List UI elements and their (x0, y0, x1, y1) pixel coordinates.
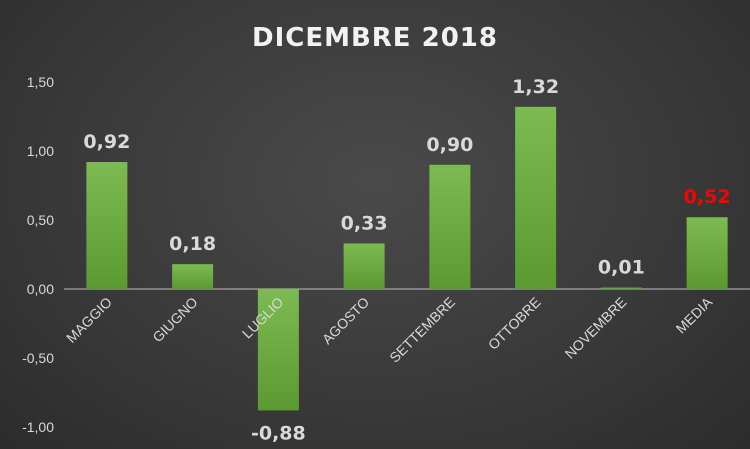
y-axis: 1,50 1,00 0,50 0,00 -0,50 -1,00 (22, 74, 54, 435)
data-labels-group: 0,92 0,18 -0,88 0,33 0,90 1,32 0,01 0,52 (83, 76, 730, 445)
y-tick-label: -1,00 (22, 419, 54, 435)
x-tick-label: OTTOBRE (485, 294, 544, 353)
data-label: 1,32 (512, 76, 559, 98)
bar (343, 243, 385, 289)
x-tick-label: MEDIA (673, 293, 716, 336)
x-tick-label: NOVEMBRE (562, 294, 630, 362)
bar (429, 164, 471, 289)
data-label: -0,88 (251, 422, 306, 444)
bar (515, 106, 557, 289)
x-tick-label: MAGGIO (63, 294, 115, 346)
chart-title: DICEMBRE 2018 (252, 23, 498, 53)
y-tick-label: 0,00 (27, 281, 54, 297)
data-label: 0,33 (341, 212, 388, 234)
y-tick-label: 1,00 (27, 143, 54, 159)
data-label: 0,92 (83, 131, 130, 153)
y-tick-label: -0,50 (22, 350, 54, 366)
bar (86, 162, 128, 289)
x-tick-label: GIUGNO (149, 294, 201, 346)
data-label: 0,18 (169, 233, 216, 255)
bars-group (86, 106, 728, 411)
y-tick-label: 0,50 (27, 212, 54, 228)
x-tick-label: SETTEMBRE (386, 294, 458, 366)
bar (600, 287, 642, 290)
bar (172, 264, 214, 289)
x-axis: MAGGIO GIUGNO LUGLIO AGOSTO SETTEMBRE OTTOBRE… (63, 293, 716, 365)
data-label: 0,52 (684, 186, 731, 208)
data-label: 0,01 (598, 257, 645, 279)
bar (257, 289, 299, 411)
bar (686, 217, 728, 289)
y-tick-label: 1,50 (27, 74, 54, 90)
x-tick-label: AGOSTO (319, 294, 373, 348)
data-label: 0,90 (426, 134, 473, 156)
